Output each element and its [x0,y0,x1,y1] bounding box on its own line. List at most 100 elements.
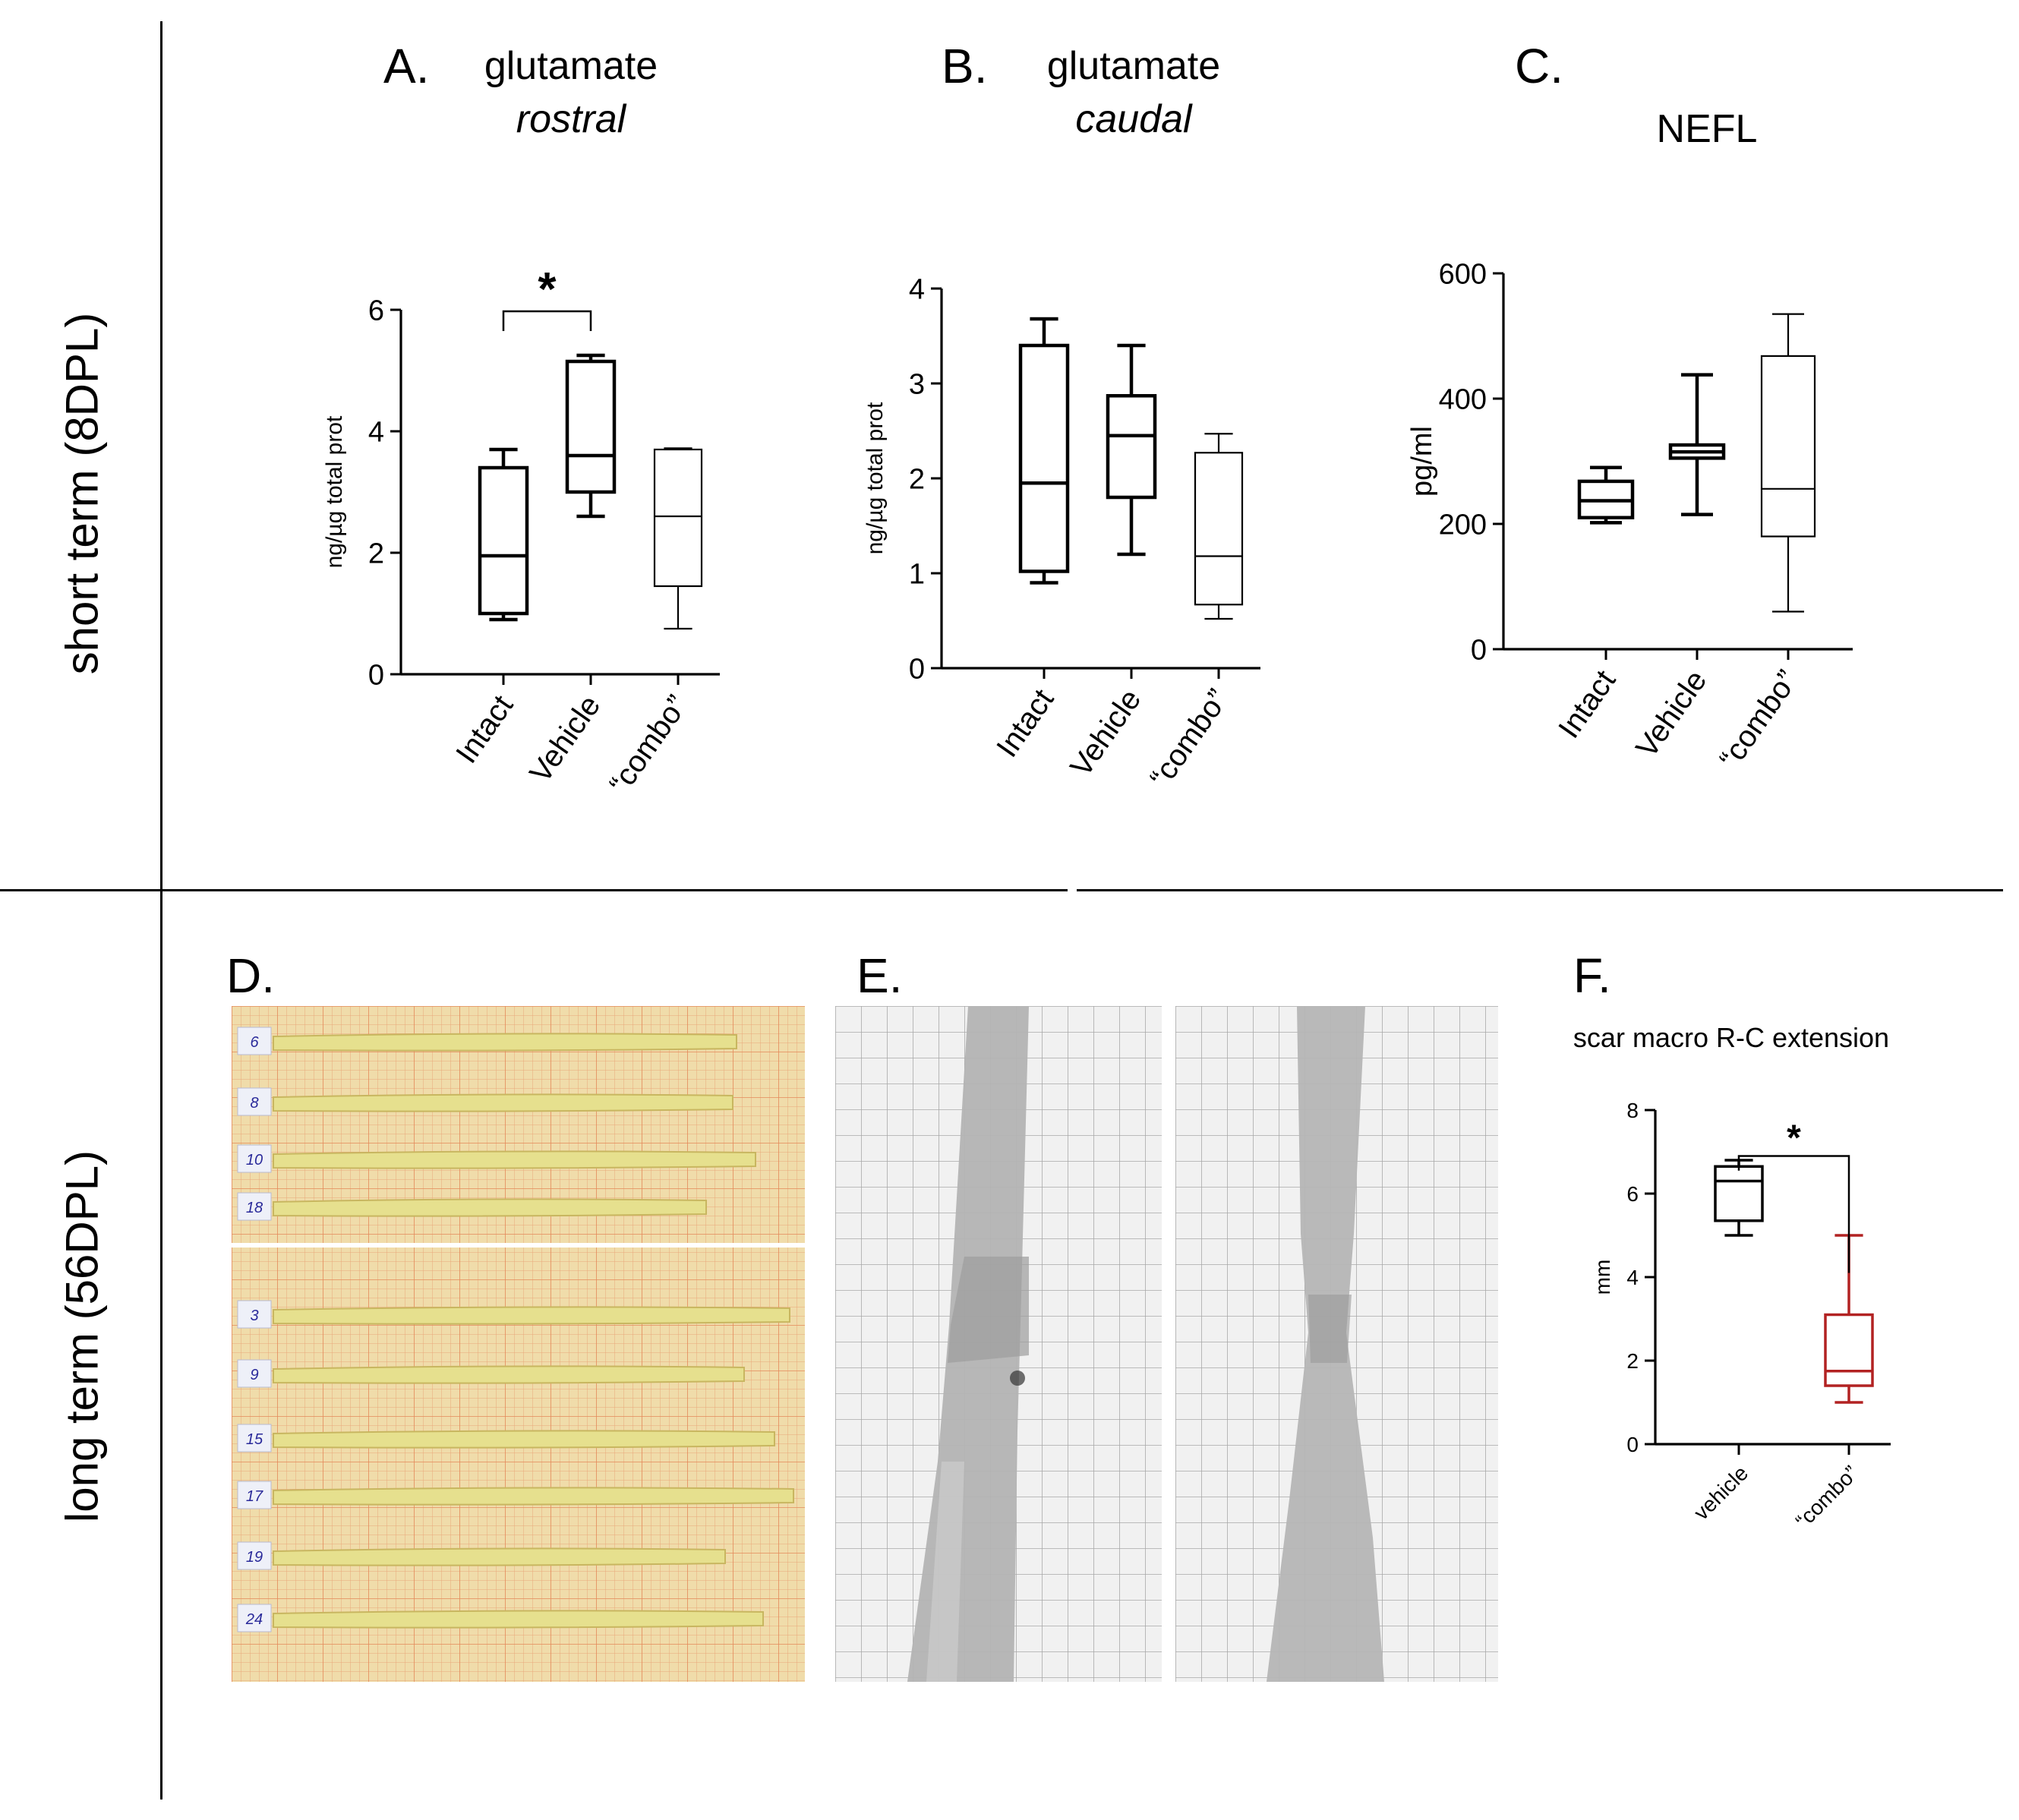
photo-e-left-image [835,1006,1162,1682]
y-tick-label: 200 [1439,509,1487,541]
cord-tag-label: 10 [246,1152,263,1169]
x-tick-label: Intact [990,683,1060,763]
panel-c-title: NEFL [1656,107,1758,151]
cord-tag [237,1027,272,1055]
panel-b-title: glutamate caudal [1047,39,1220,146]
y-tick-label: 8 [1626,1099,1639,1122]
significance-star: * [1787,1118,1801,1159]
y-tick-label: 2 [1626,1349,1639,1373]
y-axis-label: ng/µg total prot [863,402,888,554]
panel-b-title-line1: glutamate [1046,44,1221,88]
cord-body [273,1365,745,1384]
cord-tag-label: 24 [245,1611,263,1628]
box-vehicle [1106,343,1157,557]
cord-body [273,1033,737,1052]
y-tick-label: 2 [909,463,925,495]
box-combo [1194,433,1244,620]
box-iqr [565,359,617,494]
panel-c-letter: C. [1515,39,1563,93]
spinal-cord: 18 [237,1192,707,1221]
x-tick-label: “combo” [1791,1461,1863,1533]
y-axis-label: mm [1591,1260,1614,1295]
box-iqr [1106,394,1157,500]
significance-bracket: * [1737,1118,1850,1273]
spinal-cord: 6 [237,1027,737,1055]
cord-tag [237,1359,272,1388]
box-iqr [1018,343,1070,573]
y-tick-label: 6 [368,295,384,326]
cord-tag [237,1144,272,1173]
cord-body [273,1198,707,1217]
photo-d: 6 8 10 18 3 9 15 17 19 24 [232,1006,805,1682]
x-tick-label: “combo” [1144,683,1235,793]
box-intact [478,447,529,622]
panel-f-letter: F. [1573,948,1611,1003]
y-axis-label: pg/ml [1406,426,1438,497]
significance-bracket: * [502,263,592,331]
panel-a-title-line2: rostral [516,97,626,142]
cord-tag [237,1424,272,1453]
box-combo [1760,313,1816,613]
y-tick-label: 600 [1439,258,1487,290]
row-label-long-term: long term (56DPL) [56,1150,108,1523]
x-tick-label: “combo” [603,689,694,800]
spinal-cord: 19 [237,1541,726,1570]
y-tick-label: 2 [368,538,384,569]
photo-e-right-image [1175,1006,1498,1682]
cord-tag-label: 15 [246,1431,263,1448]
panel-a-title: glutamate rostral [484,39,658,146]
cord-body [273,1150,756,1169]
box-intact [1577,465,1635,525]
cord-tag [237,1087,272,1116]
cord-tag [237,1541,272,1570]
cord-tag [237,1192,272,1221]
y-tick-label: 0 [368,659,384,691]
y-tick-label: 4 [368,416,384,448]
chart-a: 0 2 4 6 ng/µg total prot Intact Vehicle“combo”… [322,263,720,800]
bracket-line [502,310,592,331]
box-iqr [1760,355,1816,538]
photo-e-left [835,1006,1162,1682]
box-vehicle [565,353,617,519]
significance-star: * [538,263,557,316]
y-axis-label: ng/µg total prot [322,415,347,568]
x-tick-label: Vehicle [1629,664,1713,764]
chart-c: 0 200 400 600 pg/ml Intact Vehicle “combo” [1406,258,1853,774]
panel-f-title: scar macro R-C extension [1573,1022,1890,1053]
y-tick-label: 6 [1626,1182,1639,1206]
x-tick-label: Vehicle [1064,683,1147,783]
row-label-short-term: short term (8DPL) [56,312,108,675]
x-tick-label: Intact [1552,664,1622,744]
chart-b: 0 1 2 3 4 ng/µg total prot Intact Vehicle“combo… [863,273,1260,793]
cord-body [273,1306,790,1325]
panel-b-letter: B. [942,39,988,93]
vertical-divider [160,21,162,1799]
box-intact [1018,317,1070,585]
cord-tag-label: 19 [246,1549,263,1566]
cord-tag [237,1604,272,1632]
horizontal-divider-right [1077,889,2003,891]
box-iqr [653,448,703,588]
y-tick-label: 0 [1471,634,1487,666]
spinal-cord-samples: 6 8 10 18 3 9 15 17 19 24 [237,1027,794,1632]
photo-d-image: 6 8 10 18 3 9 15 17 19 24 [232,1006,805,1682]
y-tick-label: 4 [1626,1266,1639,1289]
box-iqr [1714,1165,1764,1222]
cord-body [273,1430,775,1449]
panel-a-letter: A. [383,39,430,93]
chart-f: 0 2 4 6 8 mm vehicle “combo” * [1591,1099,1891,1533]
cord-tag-label: 18 [246,1200,263,1216]
y-tick-label: 0 [909,653,925,685]
y-tick-label: 3 [909,368,925,400]
cord-body [273,1487,794,1506]
box-vehicle [1668,373,1726,516]
cord-tag-label: 17 [246,1488,263,1505]
cord-tag-label: 6 [250,1034,259,1051]
spinal-cord: 24 [237,1604,764,1632]
cord-tag [237,1300,272,1329]
cord-body [273,1610,764,1629]
y-tick-label: 4 [909,273,925,305]
x-tick-label: Intact [450,689,519,769]
box-combo [653,447,703,630]
